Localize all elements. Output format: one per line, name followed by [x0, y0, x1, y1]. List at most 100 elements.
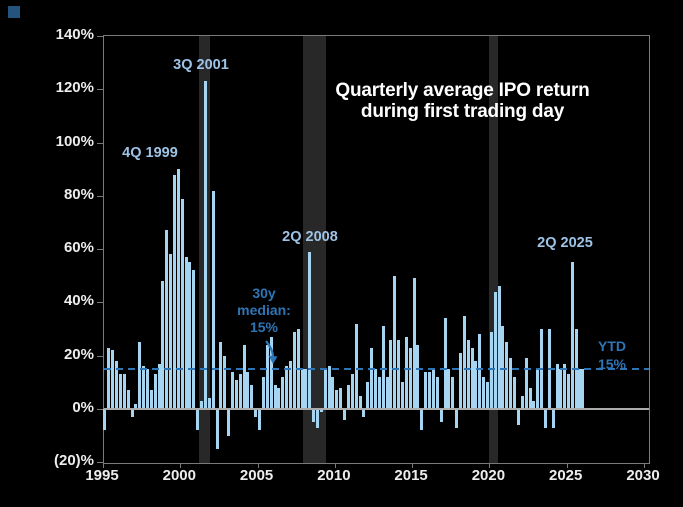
bar-2Q-2013: [385, 377, 389, 409]
bar-1Q-1998: [149, 390, 153, 409]
y-tick: [97, 142, 103, 144]
bar-4Q-2015: [424, 371, 428, 409]
bar-2Q-2011: [354, 323, 358, 409]
bar-4Q-1998: [161, 281, 165, 409]
bar-3Q-2010: [343, 409, 346, 420]
chart-title: Quarterly average IPO return during firs…: [290, 80, 635, 122]
bar-4Q-2017: [455, 409, 459, 428]
bar-4Q-2020: [501, 326, 505, 409]
y-tick: [97, 195, 103, 197]
bar-3Q-2009: [327, 366, 331, 409]
x-tick: [566, 464, 568, 468]
bar-1Q-2025: [567, 374, 571, 409]
bar-2Q-1996: [122, 374, 126, 409]
bar-4Q-2012: [377, 377, 381, 409]
bar-1Q-2018: [458, 353, 462, 409]
bar-3Q-2023: [544, 409, 547, 428]
x-tick: [257, 464, 259, 468]
bar-3Q-1999: [173, 174, 176, 409]
bar-3Q-2014: [404, 337, 408, 409]
bar-4Q-2007: [300, 369, 304, 409]
x-tick: [103, 464, 104, 468]
bar-4Q-2019: [486, 382, 489, 409]
x-axis-label-2000: 2000: [162, 467, 196, 484]
bar-3Q-2003: [234, 379, 238, 409]
bar-1Q-2020: [489, 331, 493, 409]
bar-3Q-2015: [420, 409, 424, 431]
bar-2Q-2010: [339, 387, 343, 409]
annotation-3q-2001: 3Q 2001: [173, 57, 229, 73]
bar-2Q-2006: [277, 387, 281, 409]
bar-3Q-2019: [482, 377, 486, 409]
bar-1Q-2003: [227, 409, 231, 436]
bar-2Q-2007: [292, 331, 296, 409]
chart-title-line-1: Quarterly average IPO return: [335, 80, 590, 101]
bar-3Q-1995: [111, 350, 115, 409]
bar-2Q-2005: [261, 377, 265, 409]
bar-1Q-2007: [288, 361, 292, 409]
median-arrow-icon: [265, 340, 278, 364]
bar-1Q-2013: [381, 326, 385, 409]
bar-3Q-2022: [528, 387, 532, 409]
bar-1Q-2023: [536, 369, 540, 409]
bar-2Q-1997: [138, 342, 142, 409]
bar-4Q-1999: [176, 169, 180, 409]
bar-3Q-2017: [451, 377, 455, 409]
bar-4Q-2022: [532, 401, 536, 409]
bar-1Q-2012: [366, 382, 370, 409]
bar-1Q-2006: [273, 385, 277, 409]
bar-4Q-2008: [316, 409, 319, 428]
x-axis-label-1995: 1995: [85, 467, 119, 484]
bar-3Q-2004: [250, 385, 254, 409]
x-axis-label-2030: 2030: [626, 467, 660, 484]
bar-2Q-1999: [169, 254, 173, 409]
bar-1Q-1996: [118, 374, 122, 409]
bar-3Q-2000: [188, 262, 192, 409]
y-axis-label-80: 80%: [63, 185, 94, 203]
y-axis-label-120: 120%: [55, 79, 94, 97]
bar-1Q-2024: [551, 409, 555, 428]
bar-4Q-2013: [393, 275, 397, 410]
y-axis-label-40: 40%: [63, 292, 94, 310]
recession-band-3: [489, 36, 498, 463]
bar-2Q-2019: [478, 334, 482, 409]
bar-1Q-2008: [304, 369, 308, 409]
y-axis-label-0: 0%: [72, 399, 94, 416]
bar-2Q-2021: [509, 358, 513, 409]
bar-3Q-2018: [466, 339, 470, 409]
bar-3Q-2005: [265, 345, 269, 409]
median-callout-line-2: median:: [237, 302, 291, 318]
bar-1Q-2021: [505, 342, 509, 409]
bar-ytd: [576, 369, 585, 409]
bar-1Q-1999: [165, 230, 169, 409]
bar-1Q-2009: [319, 409, 323, 412]
y-tick: [97, 355, 103, 357]
y-axis-label-100: 100%: [55, 132, 94, 150]
y-axis-label--20: (20)%: [53, 452, 94, 470]
bar-2Q-2000: [184, 257, 188, 409]
bar-2Q-2025: [571, 262, 574, 409]
bar-4Q-1995: [115, 361, 118, 409]
y-tick: [97, 302, 103, 304]
bar-1Q-2010: [335, 390, 339, 409]
y-tick: [97, 249, 103, 251]
bar-3Q-2012: [373, 369, 377, 409]
x-axis-label-2005: 2005: [239, 467, 274, 484]
bar-3Q-2002: [219, 342, 223, 409]
y-axis-label-60: 60%: [63, 239, 94, 257]
median-callout: 30y median: 15%: [224, 285, 304, 336]
ytd-callout-line-2: 15%: [597, 356, 627, 372]
bar-3Q-1997: [142, 366, 146, 409]
bar-3Q-2008: [312, 409, 316, 423]
bar-2Q-2008: [308, 251, 312, 409]
bar-4Q-2009: [331, 377, 335, 409]
x-axis-label-2025: 2025: [549, 467, 583, 484]
bar-2Q-2001: [200, 401, 203, 409]
bar-2Q-2003: [231, 371, 234, 409]
median-dashed-line: [104, 368, 649, 370]
x-tick: [644, 464, 645, 468]
bar-2Q-2022: [524, 358, 528, 409]
bar-4Q-2016: [439, 409, 443, 423]
x-tick: [334, 464, 336, 468]
plot-area: [97, 35, 650, 468]
